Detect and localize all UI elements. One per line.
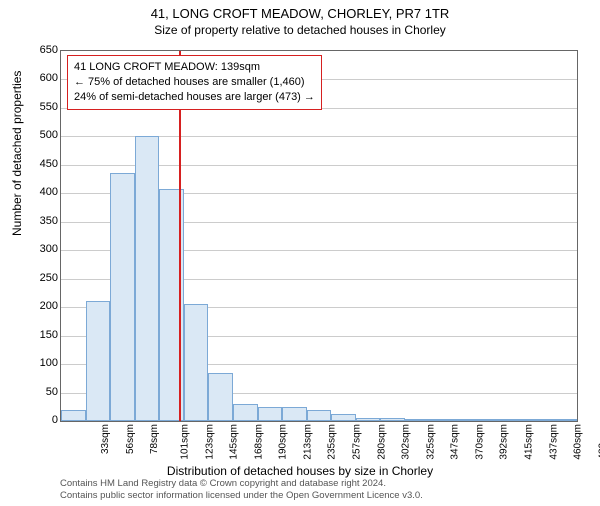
y-tick-label: 250 [22,272,58,284]
x-tick-label: 78sqm [149,424,160,454]
histogram-bar [528,419,553,421]
x-tick-label: 370sqm [474,424,485,460]
x-tick-label: 101sqm [180,424,191,460]
histogram-bar [233,404,258,421]
footer-line-1: Contains HM Land Registry data © Crown c… [60,478,423,490]
histogram-bar [405,419,430,421]
histogram-bar [258,407,283,421]
histogram-bar [135,136,160,421]
callout-box: 41 LONG CROFT MEADOW: 139sqm← 75% of det… [67,55,322,110]
x-tick-label: 190sqm [278,424,289,460]
x-tick-label: 347sqm [450,424,461,460]
y-tick-label: 500 [22,129,58,141]
histogram-bar [552,419,577,421]
y-tick-label: 50 [22,386,58,398]
callout-line: 41 LONG CROFT MEADOW: 139sqm [74,60,315,75]
y-tick-label: 450 [22,158,58,170]
y-tick-label: 150 [22,329,58,341]
x-tick-label: 33sqm [100,424,111,454]
x-tick-label: 302sqm [401,424,412,460]
page-title: 41, LONG CROFT MEADOW, CHORLEY, PR7 1TR [0,6,600,21]
x-tick-label: 168sqm [253,424,264,460]
x-tick-label: 257sqm [352,424,363,460]
x-tick-label: 235sqm [327,424,338,460]
x-tick-label: 392sqm [499,424,510,460]
histogram-bar [61,410,86,421]
footer-attribution: Contains HM Land Registry data © Crown c… [60,478,423,502]
chart-plot-area: 41 LONG CROFT MEADOW: 139sqm← 75% of det… [60,50,578,422]
histogram-bar [454,419,479,421]
histogram-bar [184,304,209,421]
histogram-bar [479,419,504,421]
y-tick-label: 300 [22,243,58,255]
y-tick-label: 400 [22,186,58,198]
footer-line-2: Contains public sector information licen… [60,490,423,502]
histogram-bar [331,414,356,421]
y-tick-label: 650 [22,44,58,56]
y-tick-label: 200 [22,300,58,312]
y-tick-label: 0 [22,414,58,426]
x-tick-label: 280sqm [376,424,387,460]
x-tick-label: 437sqm [548,424,559,460]
x-axis-label: Distribution of detached houses by size … [0,464,600,478]
x-tick-label: 460sqm [573,424,584,460]
histogram-bar [503,419,528,421]
y-tick-label: 350 [22,215,58,227]
histogram-bar [430,419,455,421]
histogram-bar [208,373,233,421]
callout-line: 24% of semi-detached houses are larger (… [74,90,315,105]
x-tick-label: 123sqm [204,424,215,460]
y-tick-label: 600 [22,72,58,84]
y-tick-label: 100 [22,357,58,369]
histogram-bar [86,301,111,421]
x-tick-label: 325sqm [425,424,436,460]
histogram-bar [380,418,405,421]
histogram-bar [282,407,307,421]
callout-line: ← 75% of detached houses are smaller (1,… [74,75,315,90]
page-subtitle: Size of property relative to detached ho… [0,23,600,37]
x-tick-label: 56sqm [125,424,136,454]
histogram-bar [110,173,135,421]
x-tick-label: 415sqm [524,424,535,460]
x-tick-label: 213sqm [302,424,313,460]
x-tick-label: 145sqm [229,424,240,460]
y-tick-label: 550 [22,101,58,113]
histogram-bar [307,410,332,421]
histogram-bar [356,418,381,421]
y-axis-label: Number of detached properties [10,71,24,236]
